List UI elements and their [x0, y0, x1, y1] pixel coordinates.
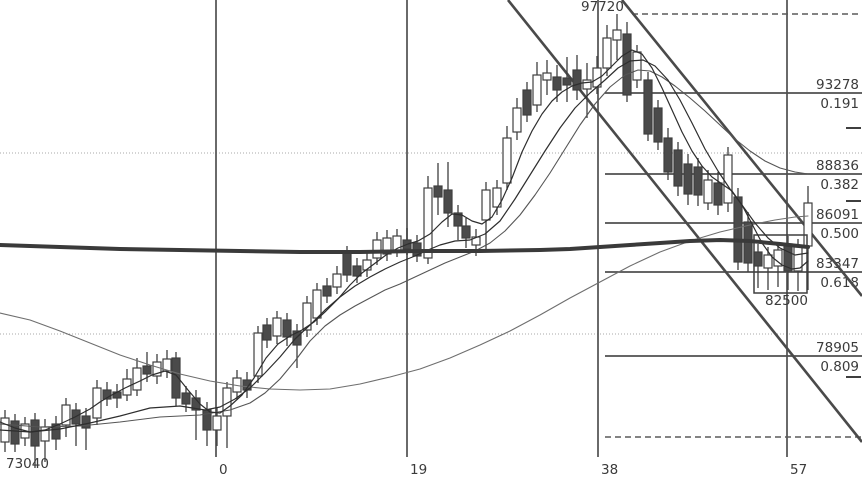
consolidation-box[interactable]: [753, 234, 808, 294]
fib-ratio-label: 0.618: [820, 275, 859, 291]
fib-price-label: 78905: [816, 340, 859, 356]
candle-up-body: [272, 317, 282, 337]
candle-up-body: [703, 179, 713, 204]
candle-up-body: [481, 189, 491, 221]
candle-down-body: [81, 415, 91, 429]
candle-up-body: [92, 387, 102, 419]
candle-down-body: [663, 137, 673, 173]
candle-down-body: [322, 285, 332, 297]
moving-average-ma-thick: [0, 238, 810, 254]
candle-down-body: [171, 357, 181, 399]
candle-down-body: [653, 107, 663, 143]
candle-down-body: [142, 365, 152, 375]
x-axis-label: 0: [219, 462, 228, 478]
fib-ratio-label: 0.382: [820, 177, 859, 193]
candle-up-body: [253, 332, 263, 377]
moving-average-ma-slow: [0, 69, 809, 428]
candle-down-body: [30, 419, 40, 447]
fib-price-label: 88836: [816, 158, 859, 174]
candle-down-body: [562, 77, 572, 86]
candle-down-body: [433, 185, 443, 198]
candle-up-body: [302, 302, 312, 331]
candle-up-body: [582, 79, 592, 90]
x-axis-label: 38: [601, 462, 618, 478]
candle-down-body: [753, 251, 763, 267]
fib-ratio-label: 0.500: [820, 226, 859, 242]
fib-price-label: 93278: [816, 77, 859, 93]
candle-up-body: [312, 289, 322, 319]
candle-up-body: [372, 239, 382, 259]
moving-average-ma-slow-long: [0, 215, 809, 391]
candle-up-body: [763, 254, 773, 269]
candle-down-body: [342, 252, 352, 276]
candle-up-body: [162, 358, 172, 372]
fib-price-label: 86091: [816, 207, 859, 223]
candle-down-body: [522, 89, 532, 116]
candle-down-body: [673, 149, 683, 187]
candle-up-body: [132, 367, 142, 391]
trendline[interactable]: [620, 0, 862, 297]
moving-average-ma-mid: [0, 59, 809, 433]
candle-up-body: [61, 404, 71, 426]
candle-up-body: [332, 273, 342, 288]
candle-down-body: [643, 79, 653, 135]
candle-down-body: [693, 166, 703, 196]
candle-down-body: [461, 225, 471, 239]
candle-up-body: [512, 107, 522, 133]
candle-up-body: [542, 72, 552, 81]
candle-down-body: [683, 163, 693, 195]
fib-ratio-label: 0.809: [820, 359, 859, 375]
x-axis-label: 19: [410, 462, 427, 478]
moving-average-ma-fast: [0, 49, 809, 433]
candle-up-body: [212, 415, 222, 431]
candle-up-body: [423, 187, 433, 259]
candle-up-body: [502, 137, 512, 184]
candle-down-body: [51, 423, 61, 440]
candle-down-body: [443, 189, 453, 214]
candle-up-body: [222, 387, 232, 417]
fib-ratio-label: 0.191: [820, 96, 859, 112]
candle-down-body: [572, 69, 582, 91]
candle-down-body: [181, 392, 191, 405]
candle-down-body: [292, 330, 302, 346]
candle-up-body: [723, 154, 733, 204]
candle-down-body: [453, 212, 463, 227]
candle-down-body: [282, 319, 292, 338]
candle-up-body: [532, 74, 542, 106]
candle-up-body: [152, 361, 162, 377]
candle-up-body: [612, 29, 622, 41]
x-axis-label: 57: [790, 462, 807, 478]
candle-down-body: [733, 196, 743, 263]
candle-down-body: [102, 389, 112, 400]
candle-down-body: [262, 324, 272, 341]
candle-up-body: [492, 187, 502, 208]
candle-up-body: [803, 202, 813, 247]
candle-up-body: [632, 51, 642, 81]
candle-down-body: [713, 182, 723, 206]
candle-up-body: [602, 37, 612, 69]
candle-down-body: [552, 76, 562, 91]
candle-down-body: [10, 420, 20, 445]
candle-down-body: [352, 265, 362, 277]
